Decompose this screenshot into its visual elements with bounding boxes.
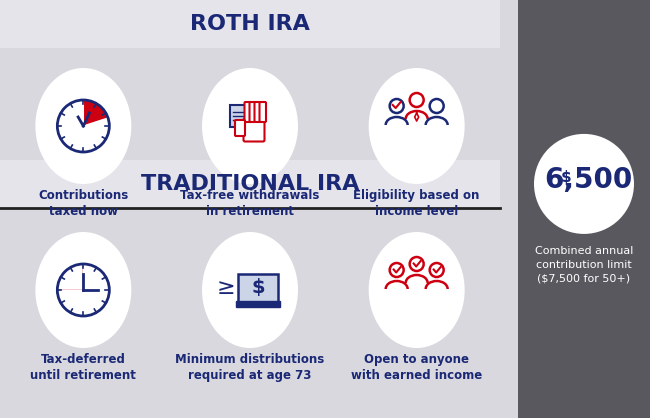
Text: ROTH IRA: ROTH IRA <box>190 14 310 34</box>
Polygon shape <box>57 264 109 316</box>
Text: Contributions
taxed now: Contributions taxed now <box>38 189 129 218</box>
Text: $: $ <box>251 278 265 298</box>
Polygon shape <box>57 100 109 152</box>
Text: ≥: ≥ <box>216 278 235 298</box>
FancyBboxPatch shape <box>255 102 261 122</box>
FancyBboxPatch shape <box>518 0 650 418</box>
Text: Eligibility based on
income level: Eligibility based on income level <box>354 189 480 218</box>
Text: $: $ <box>561 171 571 186</box>
Text: Combined annual
contribution limit
($7,500 for 50+): Combined annual contribution limit ($7,5… <box>535 246 633 284</box>
Text: 6,500: 6,500 <box>544 166 632 194</box>
Ellipse shape <box>202 232 298 348</box>
FancyBboxPatch shape <box>259 102 266 122</box>
FancyBboxPatch shape <box>238 274 278 302</box>
FancyBboxPatch shape <box>0 160 500 208</box>
FancyBboxPatch shape <box>244 102 251 122</box>
FancyBboxPatch shape <box>500 0 518 418</box>
Circle shape <box>534 134 634 234</box>
Ellipse shape <box>369 232 465 348</box>
Polygon shape <box>83 100 108 126</box>
FancyBboxPatch shape <box>236 301 280 307</box>
FancyBboxPatch shape <box>235 120 245 136</box>
FancyBboxPatch shape <box>0 0 500 48</box>
FancyBboxPatch shape <box>250 102 256 122</box>
FancyBboxPatch shape <box>244 118 265 142</box>
Polygon shape <box>57 264 109 316</box>
Ellipse shape <box>35 68 131 184</box>
Ellipse shape <box>369 68 465 184</box>
Text: Tax-free withdrawals
in retirement: Tax-free withdrawals in retirement <box>180 189 320 218</box>
FancyBboxPatch shape <box>230 105 258 127</box>
Ellipse shape <box>202 68 298 184</box>
FancyBboxPatch shape <box>0 0 500 418</box>
Ellipse shape <box>35 232 131 348</box>
Text: Tax-deferred
until retirement: Tax-deferred until retirement <box>31 353 136 382</box>
Text: Minimum distributions
required at age 73: Minimum distributions required at age 73 <box>176 353 324 382</box>
Text: Open to anyone
with earned income: Open to anyone with earned income <box>351 353 482 382</box>
Text: TRADITIONAL IRA: TRADITIONAL IRA <box>141 174 359 194</box>
